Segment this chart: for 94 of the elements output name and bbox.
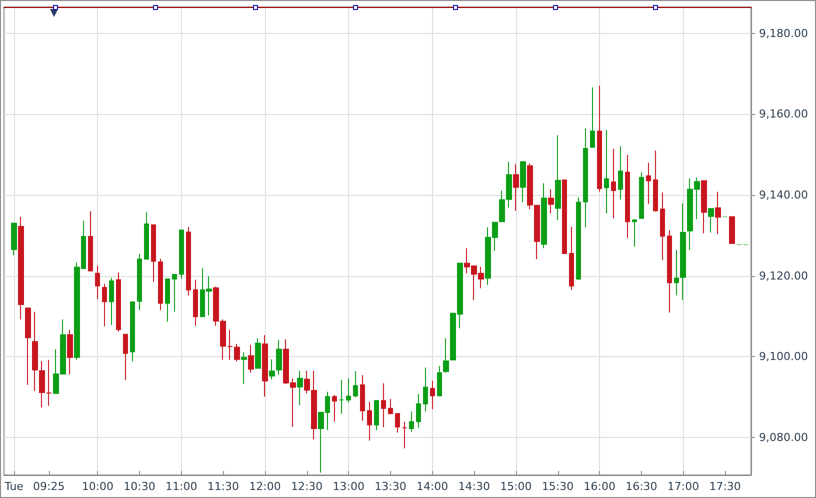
candlestick (423, 366, 428, 412)
candlestick (158, 258, 163, 311)
x-tick-label: 13:30 (374, 480, 406, 493)
y-tick-label: 9,120.00 (759, 269, 808, 282)
x-tick-label: 10:30 (124, 480, 156, 493)
candlestick (353, 370, 358, 398)
candlestick (639, 172, 644, 219)
candlestick (255, 338, 261, 369)
candlestick (360, 374, 365, 422)
candlestick (632, 218, 637, 248)
candlestick (193, 279, 198, 326)
candlestick (172, 274, 177, 312)
candlestick (653, 150, 658, 212)
candlestick (332, 394, 337, 422)
candlestick (95, 265, 100, 300)
x-tick-label: 14:00 (416, 480, 448, 493)
candlestick (430, 380, 435, 410)
candlestick (562, 179, 567, 254)
candlestick (388, 398, 393, 414)
candlestick (437, 365, 442, 396)
candlestick (729, 216, 735, 244)
x-tick-label: 16:00 (584, 480, 616, 493)
candlestick (179, 230, 184, 280)
candlestick (409, 411, 414, 432)
candlestick (583, 128, 588, 228)
x-tick-label: 17:30 (709, 480, 741, 493)
candlestick (381, 382, 386, 428)
candlestick (520, 161, 526, 203)
y-tick-label: 9,180.00 (759, 26, 808, 40)
candlestick (346, 378, 351, 404)
candlestick (144, 212, 149, 260)
x-tick-label: 12:00 (249, 480, 281, 493)
candlestick (611, 148, 616, 219)
x-tick-label: 15:30 (542, 480, 574, 493)
candlestick (618, 146, 623, 200)
candlestick (262, 334, 268, 398)
candlestick (234, 344, 240, 362)
candlestick (541, 182, 547, 249)
candlestick (708, 208, 714, 234)
candlestick (590, 86, 595, 148)
candlestick (102, 283, 107, 327)
candlestick (555, 134, 561, 220)
candlestick (395, 413, 400, 434)
candlestick (269, 358, 275, 380)
candlestick (604, 129, 609, 214)
x-tick-label: 14:30 (458, 480, 490, 493)
candlestick (374, 400, 379, 431)
candlestick (625, 154, 630, 239)
x-tick-label: 10:00 (82, 480, 114, 493)
x-tick-label: 12:30 (290, 480, 323, 493)
candlestick (109, 277, 114, 326)
candlestick (276, 340, 282, 376)
candlestick (548, 188, 554, 214)
candlestick (416, 394, 421, 428)
x-tick-label: Tue (4, 480, 24, 493)
candlestick (18, 216, 24, 320)
candlestick (25, 308, 31, 386)
x-tick-label: 09:25 (33, 480, 65, 493)
x-tick-label: 11:00 (165, 480, 198, 493)
y-tick-label: 9,160.00 (759, 108, 808, 121)
x-tick-label: 11:30 (207, 480, 240, 493)
y-tick-label: 9,100.00 (759, 350, 808, 364)
candlestick (88, 210, 93, 272)
candlestick (151, 224, 156, 282)
candlestick (667, 230, 672, 314)
candlestick (367, 401, 372, 442)
candlestick (186, 226, 191, 296)
candlestick (297, 370, 303, 406)
candlestick (123, 334, 128, 381)
candlestick (339, 380, 344, 414)
candlestick (116, 272, 121, 332)
candlestick (569, 226, 574, 290)
x-tick-label: 17:00 (667, 480, 700, 493)
candlestick (67, 329, 73, 375)
candlestick (402, 421, 407, 449)
candlestick (248, 344, 254, 374)
candlestick (715, 191, 721, 235)
candlestick (513, 164, 519, 212)
x-tick-label: 15:00 (500, 480, 532, 493)
x-tick-label: 16:30 (626, 480, 658, 493)
candlestick (165, 278, 170, 322)
candlestick (660, 192, 665, 260)
candlestick (11, 222, 17, 256)
candlestick (576, 196, 581, 280)
candlestick (701, 180, 707, 234)
candlestick (597, 85, 602, 192)
candlestick (443, 338, 449, 374)
y-tick-label: 9,080.00 (759, 430, 808, 444)
candlestick (137, 253, 142, 311)
candlestick (130, 302, 135, 362)
candlestick (646, 162, 651, 204)
x-tick-label: 13:00 (332, 480, 364, 493)
candlestick (241, 352, 247, 385)
y-tick-label: 9,140.00 (759, 188, 808, 202)
